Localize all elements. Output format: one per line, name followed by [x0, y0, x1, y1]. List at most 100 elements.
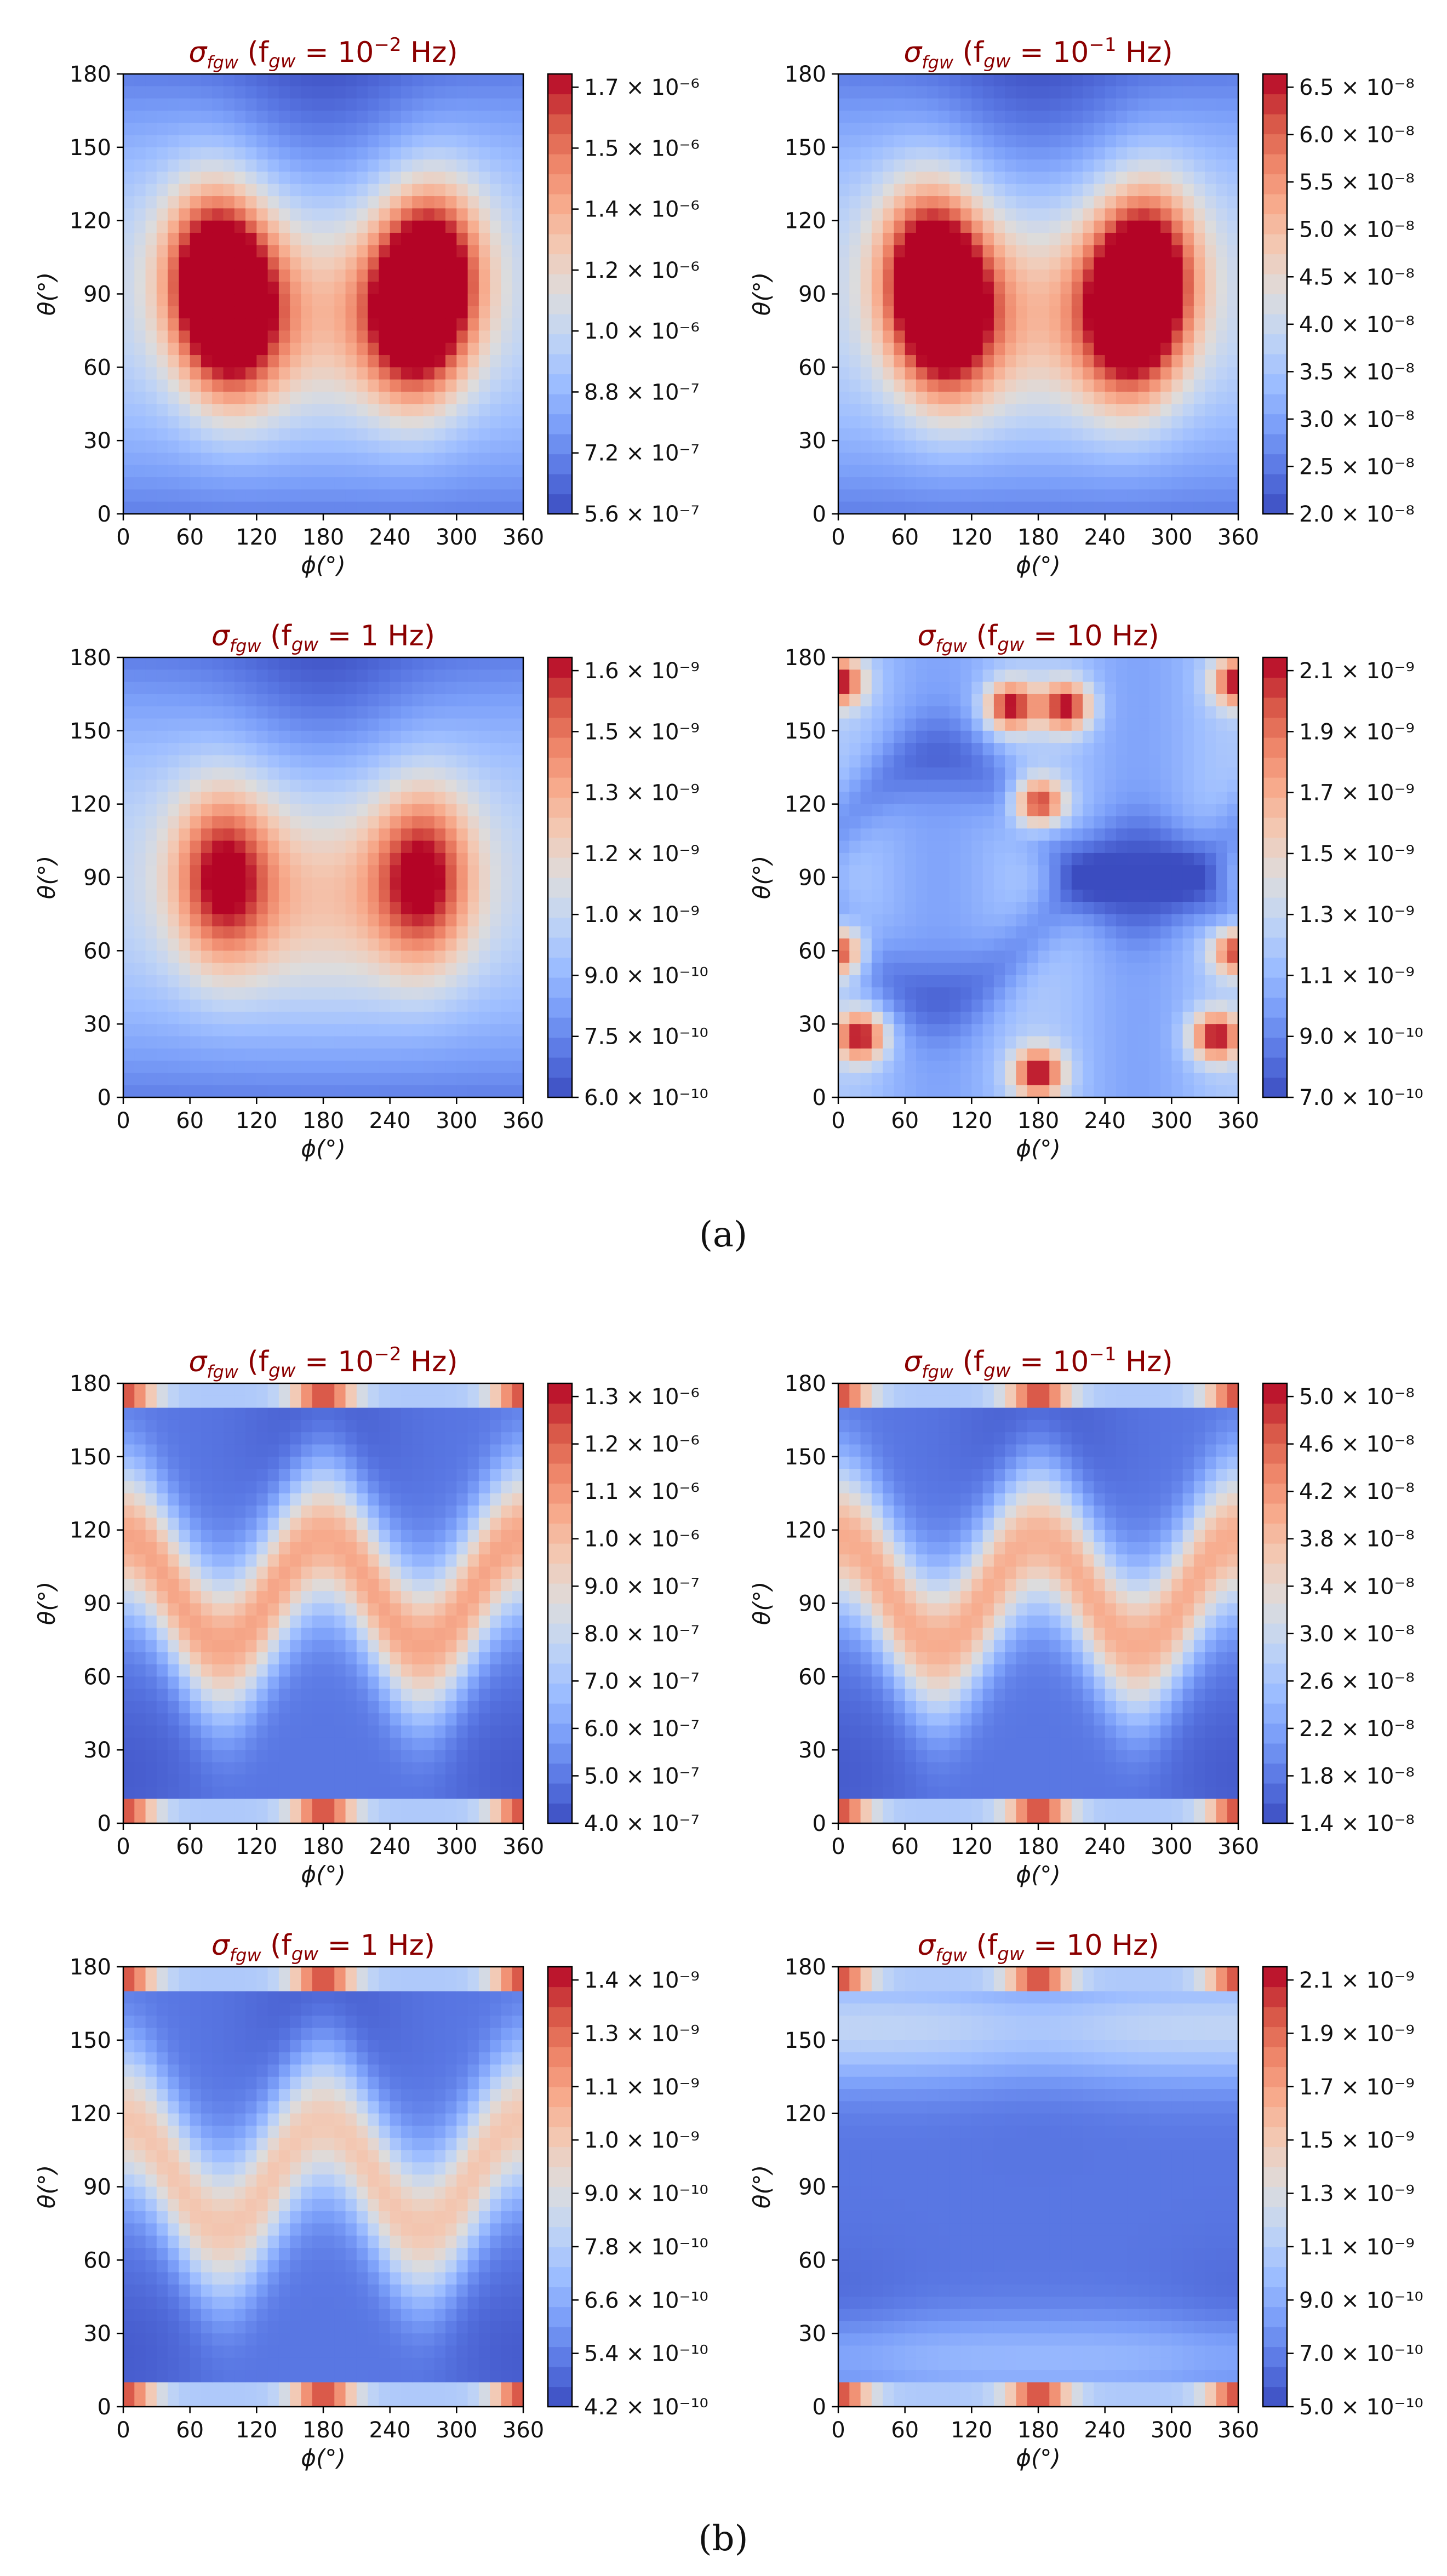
- heatmap-cell: [894, 318, 906, 331]
- heatmap-cell: [290, 282, 302, 295]
- heatmap-cell: [1049, 232, 1061, 245]
- heatmap-cell: [212, 792, 224, 805]
- heatmap-cell: [982, 1036, 994, 1049]
- heatmap-cell: [1038, 718, 1050, 731]
- heatmap-cell: [190, 987, 202, 1000]
- colorbar-segment: [1263, 214, 1287, 234]
- heatmap-cell: [368, 926, 379, 939]
- heatmap-cell: [267, 184, 279, 197]
- heatmap-cell: [156, 465, 168, 478]
- heatmap-cell: [456, 1085, 468, 1098]
- heatmap-cell: [190, 1024, 202, 1037]
- heatmap-cell: [1038, 159, 1050, 173]
- heatmap-cell: [256, 282, 268, 295]
- heatmap-cell: [234, 889, 246, 902]
- heatmap-cell: [334, 135, 346, 148]
- heatmap-cell: [234, 404, 246, 417]
- heatmap-cell: [1149, 416, 1161, 429]
- heatmap-cell: [256, 852, 268, 866]
- heatmap-cell: [1071, 889, 1083, 902]
- heatmap-cell: [334, 342, 346, 356]
- heatmap-cell: [1049, 902, 1061, 915]
- heatmap-cell: [1027, 465, 1039, 478]
- heatmap-cell: [123, 269, 135, 282]
- heatmap-cell: [1160, 208, 1172, 221]
- heatmap-cell: [905, 306, 917, 319]
- heatmap-cell: [312, 501, 324, 514]
- heatmap-cell: [467, 840, 479, 854]
- heatmap-cell: [379, 1036, 391, 1049]
- heatmap-cell: [501, 196, 513, 209]
- heatmap-cell: [412, 877, 424, 890]
- heatmap-cell: [267, 123, 279, 136]
- heatmap-cell: [1083, 184, 1094, 197]
- heatmap-cell: [478, 975, 490, 988]
- heatmap-cell: [234, 694, 246, 707]
- heatmap-cell: [1027, 220, 1039, 233]
- heatmap-cell: [1171, 501, 1183, 514]
- heatmap-cell: [1071, 987, 1083, 1000]
- heatmap-cell: [168, 147, 179, 160]
- heatmap-cell: [993, 938, 1005, 951]
- heatmap-cell: [401, 391, 413, 404]
- heatmap-cell: [501, 1011, 513, 1024]
- heatmap-cell: [212, 98, 224, 111]
- heatmap-cell: [334, 914, 346, 927]
- heatmap-cell: [894, 1048, 906, 1061]
- heatmap-cell: [871, 1024, 883, 1037]
- heatmap-cell: [256, 404, 268, 417]
- heatmap-cell: [434, 694, 446, 707]
- heatmap-cell: [445, 694, 457, 707]
- heatmap-cell: [245, 914, 257, 927]
- heatmap-cell: [290, 902, 302, 915]
- heatmap-cell: [938, 208, 950, 221]
- heatmap-cell: [434, 269, 446, 282]
- heatmap-cell: [356, 86, 368, 99]
- heatmap-cell: [312, 1048, 324, 1061]
- heatmap-cell: [960, 987, 972, 1000]
- heatmap-cell: [123, 669, 135, 683]
- heatmap-cell: [379, 877, 391, 890]
- heatmap-cell: [871, 355, 883, 368]
- heatmap-cell: [1060, 804, 1072, 817]
- heatmap-cell: [345, 367, 357, 380]
- heatmap-cell: [201, 682, 213, 695]
- heatmap-cell: [960, 780, 972, 792]
- heatmap-cell: [1127, 232, 1139, 245]
- heatmap-cell: [1116, 489, 1128, 502]
- heatmap-cell: [323, 865, 335, 878]
- heatmap-cell: [1038, 208, 1050, 221]
- heatmap-cell: [905, 999, 917, 1012]
- heatmap-cell: [938, 453, 950, 466]
- heatmap-cell: [467, 1073, 479, 1086]
- heatmap-cell: [179, 465, 191, 478]
- heatmap-cell: [323, 902, 335, 915]
- heatmap-cell: [1049, 951, 1061, 964]
- heatmap-cell: [156, 98, 168, 111]
- heatmap-cell: [423, 465, 435, 478]
- heatmap-cell: [179, 1085, 191, 1098]
- heatmap-cell: [993, 110, 1005, 123]
- heatmap-cell: [368, 1073, 379, 1086]
- heatmap-cell: [993, 914, 1005, 927]
- heatmap-cell: [379, 669, 391, 683]
- heatmap-cell: [212, 123, 224, 136]
- heatmap-cell: [971, 694, 983, 707]
- heatmap-cell: [223, 294, 235, 307]
- heatmap-cell: [1027, 657, 1039, 670]
- heatmap-cell: [123, 391, 135, 404]
- heatmap-cell: [168, 367, 179, 380]
- heatmap-cell: [1038, 86, 1050, 99]
- heatmap-cell: [301, 963, 313, 976]
- heatmap-cell: [168, 840, 179, 854]
- heatmap-cell: [434, 743, 446, 756]
- heatmap-cell: [1160, 404, 1172, 417]
- heatmap-cell: [490, 391, 502, 404]
- heatmap-cell: [256, 428, 268, 441]
- heatmap-cell: [401, 367, 413, 380]
- heatmap-cell: [179, 489, 191, 502]
- heatmap-cell: [456, 1024, 468, 1037]
- heatmap-cell: [134, 171, 146, 185]
- heatmap-cell: [838, 489, 850, 502]
- heatmap-cell: [267, 220, 279, 233]
